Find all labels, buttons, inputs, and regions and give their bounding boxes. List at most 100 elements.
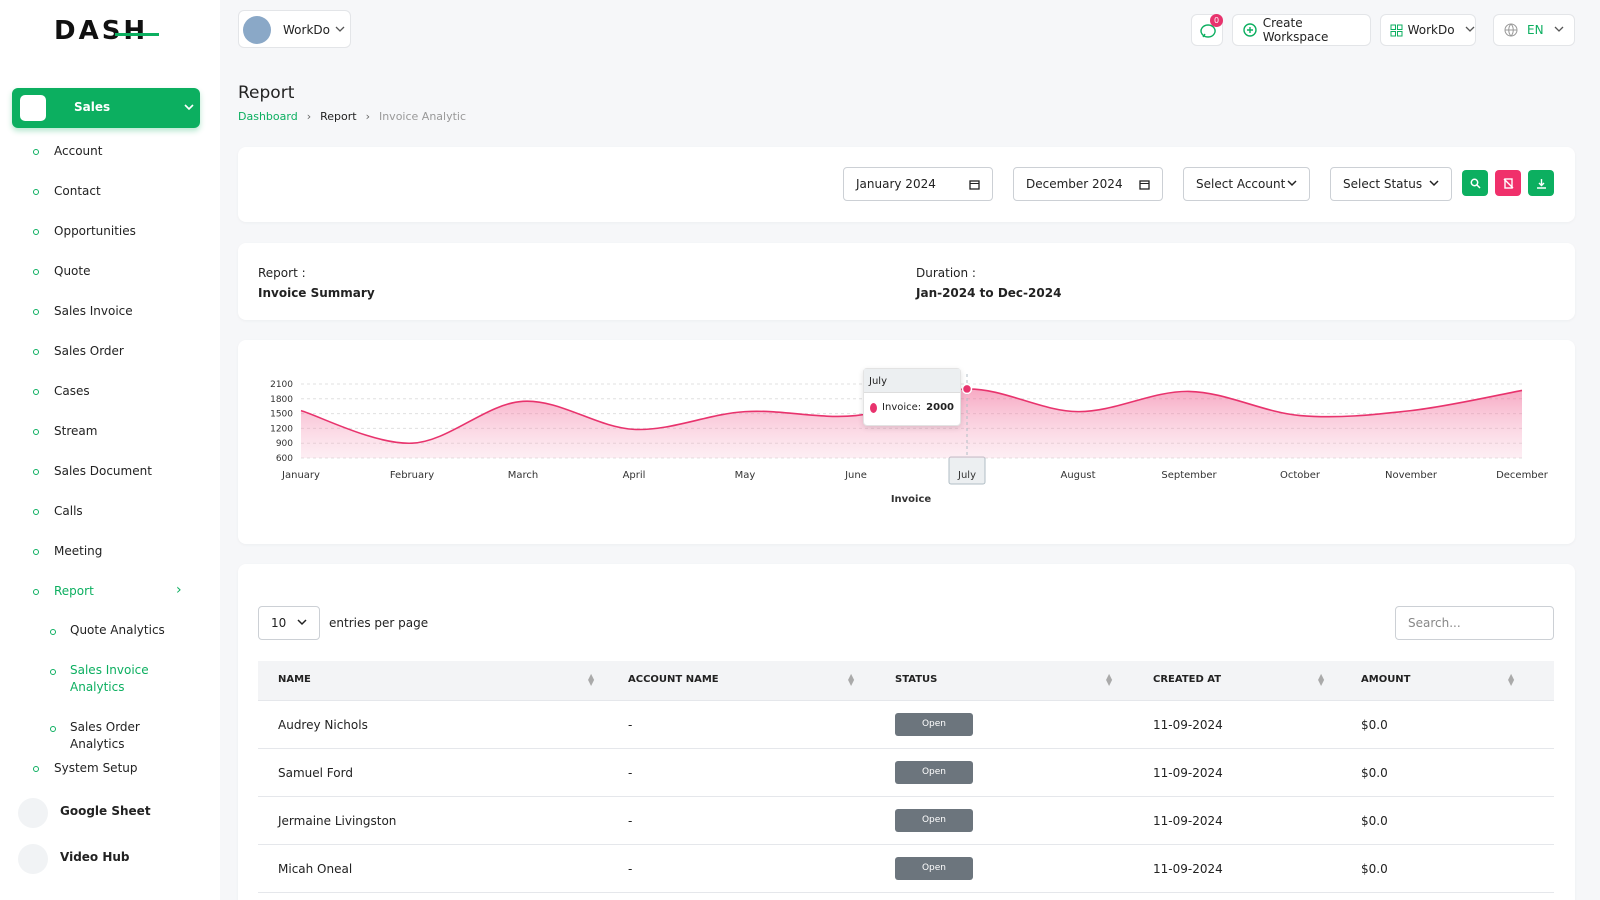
search-placeholder: Search...: [1408, 616, 1461, 630]
menu-bullet: [33, 349, 39, 355]
table-cell: 11-09-2024: [1153, 718, 1223, 732]
table-row: Jermaine Livingston - Open 11-09-2024 $0.0: [258, 797, 1554, 845]
report-label: Report :: [258, 266, 306, 280]
y-tick-label: 2100: [270, 380, 293, 390]
chat-icon: [1200, 24, 1216, 38]
menu-item[interactable]: Contact: [54, 184, 101, 198]
table-cell: -: [628, 718, 633, 732]
menu-item[interactable]: Video Hub: [60, 850, 130, 864]
y-tick-label: 1800: [270, 395, 293, 405]
menu-item[interactable]: Sales Order Analytics: [70, 720, 140, 751]
menu-bullet: [33, 469, 39, 475]
x-tick-label: July: [957, 470, 976, 481]
sidebar: DASH Sales Account Contact Opportunities Qu…: [0, 0, 220, 900]
download-button[interactable]: [1528, 170, 1554, 196]
x-tick-label: November: [1385, 470, 1438, 481]
create-workspace-label: Create Workspace: [1262, 16, 1329, 44]
report-value: Invoice Summary: [258, 286, 375, 300]
x-tick-label: April: [623, 470, 646, 481]
end-date-input[interactable]: December 2024: [1013, 167, 1163, 201]
search-input[interactable]: Search...: [1395, 606, 1554, 640]
menu-bullet: [33, 549, 39, 555]
x-tick-label: June: [844, 470, 867, 481]
menu-item[interactable]: Sales Document: [54, 464, 152, 478]
column-header[interactable]: NAME: [278, 674, 311, 685]
status-badge: Open: [895, 857, 973, 880]
sales-menu[interactable]: Sales: [12, 88, 200, 128]
column-header[interactable]: AMOUNT: [1361, 674, 1411, 685]
table-cell: $0.0: [1361, 766, 1388, 780]
brand-logo[interactable]: DASH: [54, 16, 149, 46]
menu-item[interactable]: Quote: [54, 264, 91, 278]
menu-icon: [18, 798, 48, 828]
start-date-input[interactable]: January 2024: [843, 167, 993, 201]
grid-icon: [1390, 24, 1403, 36]
menu-item[interactable]: Stream: [54, 424, 98, 438]
status-badge: Open: [895, 713, 973, 736]
chevron: [1465, 26, 1474, 32]
create-workspace-button[interactable]: Create Workspace: [1232, 14, 1371, 46]
chart-tooltip: July Invoice: 2000: [863, 368, 961, 426]
plus-icon: [1243, 23, 1257, 37]
table-cell: $0.0: [1361, 718, 1388, 732]
menu-item[interactable]: Cases: [54, 384, 90, 398]
sales-label: Sales: [74, 100, 111, 114]
status-badge: Open: [895, 761, 973, 784]
filter-card: January 2024 December 2024 Select Accoun…: [238, 147, 1575, 222]
x-tick-label: September: [1161, 470, 1217, 481]
menu-item[interactable]: Sales Invoice: [54, 304, 133, 318]
menu-item[interactable]: Sales Invoice Analytics: [70, 663, 149, 694]
chart-card: Invoice 600 900 1200 1500 1800 2100 January Feb…: [238, 340, 1575, 544]
menu-item[interactable]: System Setup: [54, 761, 138, 775]
account-select[interactable]: Select Account: [1183, 167, 1310, 201]
search-icon: [1470, 178, 1481, 189]
table-row: Samuel Ford - Open 11-09-2024 $0.0: [258, 749, 1554, 797]
table-cell: Audrey Nichols: [278, 718, 368, 732]
menu-icon: [18, 844, 48, 874]
menu-bullet: [33, 509, 39, 515]
data-table: NAME ▲ ▼ ACCOUNT NAME ▲ ▼ STATUS ▲ ▼ CREATED AT ▲ ▼…: [258, 661, 1554, 893]
active-point: [961, 383, 973, 395]
column-header[interactable]: STATUS: [895, 674, 938, 685]
language-menu[interactable]: EN: [1493, 14, 1575, 46]
breadcrumb-link[interactable]: Dashboard: [238, 110, 298, 123]
menu-item[interactable]: Report: [54, 584, 94, 598]
globe-icon: [1504, 23, 1518, 37]
sort-icon: ▲ ▼: [1106, 672, 1113, 687]
x-tick-label: February: [390, 470, 434, 481]
menu-item[interactable]: Meeting: [54, 544, 103, 558]
search-button[interactable]: [1462, 170, 1488, 196]
tooltip-title: July: [864, 369, 960, 393]
sort-icon: ▲ ▼: [1508, 672, 1515, 687]
status-select[interactable]: Select Status: [1330, 167, 1452, 201]
menu-item[interactable]: Account: [54, 144, 103, 158]
x-tick-label: December: [1496, 470, 1549, 481]
reset-button[interactable]: [1495, 170, 1521, 196]
user-menu[interactable]: WorkDo: [1380, 14, 1476, 46]
column-header[interactable]: CREATED AT: [1153, 674, 1222, 685]
workspace-name: WorkDo: [283, 23, 330, 37]
calendar-icon: [969, 179, 980, 190]
x-axis-title: Invoice: [891, 494, 932, 505]
y-tick-label: 1500: [270, 410, 293, 420]
logo-bar: [115, 33, 159, 36]
menu-item[interactable]: Google Sheet: [60, 804, 151, 818]
x-tick-label: October: [1280, 470, 1321, 481]
table-cell: $0.0: [1361, 862, 1388, 876]
breadcrumb-link[interactable]: Report: [320, 110, 357, 123]
menu-item[interactable]: Sales Order: [54, 344, 124, 358]
chevron: [184, 104, 194, 111]
table-cell: Samuel Ford: [278, 766, 353, 780]
menu-item[interactable]: Opportunities: [54, 224, 136, 238]
column-header[interactable]: ACCOUNT NAME: [628, 674, 719, 685]
menu-item[interactable]: Calls: [54, 504, 83, 518]
table-cell: Jermaine Livingston: [278, 814, 397, 828]
workspace-switcher[interactable]: WorkDo: [238, 10, 351, 48]
table-header: NAME ▲ ▼ ACCOUNT NAME ▲ ▼ STATUS ▲ ▼ CREATED AT ▲ ▼…: [258, 661, 1554, 701]
menu-bullet: [33, 229, 39, 235]
messages-button[interactable]: 0: [1191, 14, 1223, 46]
menu-item[interactable]: Quote Analytics: [70, 623, 165, 637]
page-size-select[interactable]: 10: [258, 606, 320, 640]
chevron: [1554, 26, 1564, 32]
